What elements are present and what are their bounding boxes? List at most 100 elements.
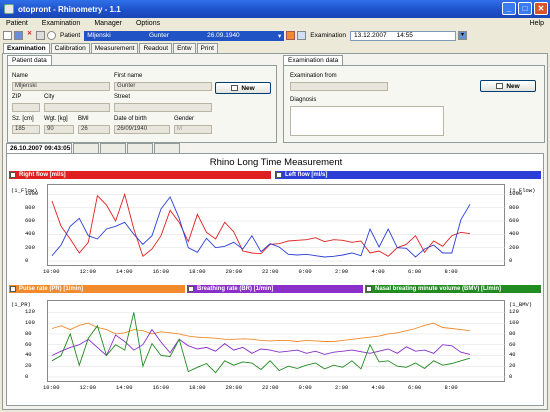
y-tick-label: 1000 xyxy=(25,190,39,198)
menu-examination[interactable]: Examination xyxy=(41,20,81,27)
examination-select[interactable]: 13.12.2007 14:55 xyxy=(350,30,457,41)
legend-bmv[interactable]: Nasal breating minute volume (BMV) [L/mi… xyxy=(365,285,541,293)
tab-measurement[interactable]: Measurement xyxy=(90,43,139,53)
tab-measurement-3[interactable] xyxy=(100,143,126,153)
exam-from-field[interactable] xyxy=(290,82,388,91)
x-tick-label: 18:00 xyxy=(189,384,206,391)
zip-field[interactable] xyxy=(12,103,40,112)
measurement-tabs: 26.10.2007 09:43:05 xyxy=(6,143,181,153)
checkbox-icon[interactable] xyxy=(10,286,16,292)
new-patient-button[interactable]: New xyxy=(215,82,271,94)
y-tick-label: 800 xyxy=(25,203,35,211)
chart-area: Rhino Long Time Measurement Right flow [… xyxy=(6,153,544,406)
tab-examination[interactable]: Examination xyxy=(3,43,50,53)
y-left-label-2: (1_PR) xyxy=(11,301,31,308)
exam-dropdown-icon[interactable]: ▾ xyxy=(458,31,468,40)
sz-label: Sz. [cm] xyxy=(12,116,34,122)
menu-bar: Patient Examination Manager Options Help xyxy=(0,18,550,29)
series-line-right xyxy=(51,192,471,258)
flow-plot xyxy=(47,184,506,266)
close-button[interactable]: ✕ xyxy=(534,2,548,15)
maximize-button[interactable]: □ xyxy=(518,2,532,15)
chart-title: Rhino Long Time Measurement xyxy=(209,157,343,168)
x-tick-label: 10:00 xyxy=(43,384,60,391)
x-tick-label: 0:00 xyxy=(298,268,312,275)
print-icon[interactable] xyxy=(36,31,45,40)
menu-help[interactable]: Help xyxy=(529,20,544,27)
y-tick-label: 60 xyxy=(509,340,516,348)
legend-breath[interactable]: Breathing rate (BR) [1/min] xyxy=(187,285,363,293)
x-tick-label: 20:00 xyxy=(225,384,243,391)
tab-entw[interactable]: Entw xyxy=(173,43,196,53)
patient-label: Patient xyxy=(60,32,81,39)
x-tick-label: 0:00 xyxy=(298,384,312,391)
exam-from-label: Examination from xyxy=(290,73,337,79)
street-label: Street xyxy=(114,94,131,100)
patient-menu-icon[interactable] xyxy=(286,31,296,40)
y-tick-label: 20 xyxy=(509,362,516,370)
checkbox-icon[interactable] xyxy=(188,286,194,292)
tab-print[interactable]: Print xyxy=(196,43,218,53)
y-tick-label: 600 xyxy=(25,217,35,224)
x-tick-label: 2:00 xyxy=(335,268,349,275)
checkbox-icon[interactable] xyxy=(276,172,282,178)
tab-readout[interactable]: Readout xyxy=(139,43,173,53)
series-line-nasal xyxy=(51,312,471,374)
calendar-icon[interactable] xyxy=(297,31,307,40)
x-tick-label: 8:00 xyxy=(444,268,458,275)
x-tick-label: 12:00 xyxy=(79,268,97,275)
x-tick-label: 4:00 xyxy=(371,268,385,275)
tab-measurement-4[interactable] xyxy=(127,143,153,153)
dob-field[interactable]: 26/09/1940 xyxy=(114,125,170,134)
tab-calibration[interactable]: Calibration xyxy=(50,43,90,53)
legend-pulse-label: Pulse rate (PR) [1/min] xyxy=(19,286,84,292)
city-field[interactable] xyxy=(44,103,110,112)
save-icon[interactable] xyxy=(14,31,23,40)
tab-patient-data[interactable]: Patient data xyxy=(7,55,52,65)
menu-options[interactable]: Options xyxy=(135,20,161,27)
x-tick-label: 10:00 xyxy=(43,268,60,275)
new-file-icon[interactable] xyxy=(3,31,12,40)
y-right-label-1: (1_Flow) xyxy=(509,187,536,194)
sz-field[interactable]: 185 xyxy=(12,125,40,134)
minimize-button[interactable]: _ xyxy=(502,2,516,15)
menu-patient[interactable]: Patient xyxy=(6,20,28,27)
gender-select[interactable]: M xyxy=(174,125,212,134)
x-tick-label: 12:00 xyxy=(79,384,97,391)
delete-icon[interactable]: ✕ xyxy=(26,31,33,37)
x-tick-label: 6:00 xyxy=(408,384,422,391)
series-line-left xyxy=(51,196,471,258)
checkbox-icon[interactable] xyxy=(10,172,16,178)
new-exam-button[interactable]: New xyxy=(480,80,536,92)
y-tick-label: 120 xyxy=(509,308,519,316)
city-label: City xyxy=(44,94,55,100)
flow-plot-svg xyxy=(48,192,506,262)
tab-examination-data[interactable]: Examination data xyxy=(283,55,344,65)
legend-right-flow[interactable]: Right flow [ml/s] xyxy=(9,171,271,179)
legend-right-flow-label: Right flow [ml/s] xyxy=(19,172,66,178)
legend-pulse[interactable]: Pulse rate (PR) [1/min] xyxy=(9,285,185,293)
menu-manager[interactable]: Manager xyxy=(94,20,122,27)
search-icon[interactable] xyxy=(47,31,56,40)
patient-select[interactable]: Mljenski Gunter 26.09.1940 ▾ xyxy=(84,30,285,41)
checkbox-icon[interactable] xyxy=(366,286,372,292)
y-tick-label: 800 xyxy=(509,203,519,211)
x-tick-label: 20:00 xyxy=(225,268,243,275)
tab-measurement-1[interactable]: 26.10.2007 09:43:05 xyxy=(6,143,72,153)
y-tick-label: 100 xyxy=(509,319,519,327)
y-tick-label: 0 xyxy=(509,373,513,380)
y-tick-label: 200 xyxy=(509,243,519,251)
name-field[interactable]: Mljenski xyxy=(12,82,110,91)
patient-firstname: Gunter xyxy=(149,32,169,39)
tab-measurement-5[interactable] xyxy=(154,143,180,153)
wgt-field[interactable]: 90 xyxy=(44,125,74,134)
firstname-field[interactable]: Gunter xyxy=(114,82,212,91)
diagnosis-field[interactable] xyxy=(290,106,444,136)
legend-left-flow[interactable]: Left flow [ml/s] xyxy=(275,171,541,179)
gender-label: Gender xyxy=(174,116,195,122)
x-tick-label: 22:00 xyxy=(262,384,279,391)
legend-breath-label: Breathing rate (BR) [1/min] xyxy=(197,286,274,292)
tab-measurement-2[interactable] xyxy=(73,143,99,153)
new-exam-label: New xyxy=(506,82,520,90)
street-field[interactable] xyxy=(114,103,212,112)
